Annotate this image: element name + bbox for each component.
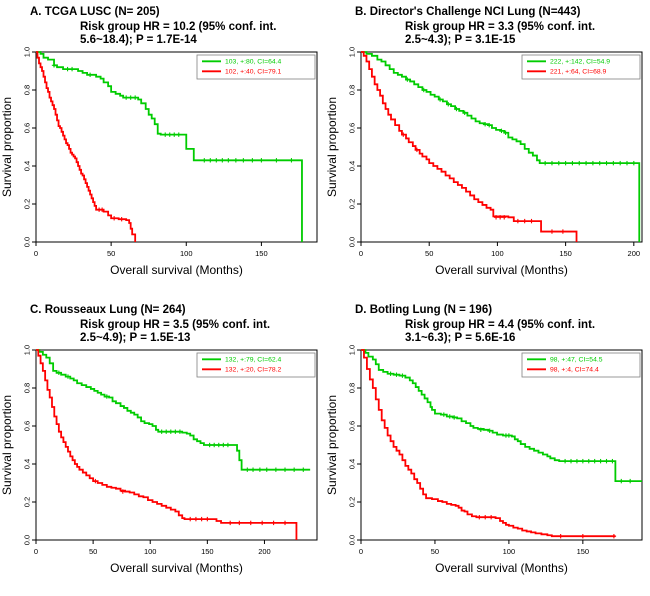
legend-label: 102, +:40, CI=79.1 bbox=[225, 69, 282, 76]
x-tick-label: 0 bbox=[359, 547, 363, 556]
y-tick-label: 0.8 bbox=[348, 383, 357, 393]
x-tick-label: 50 bbox=[89, 547, 97, 556]
y-tick-label: 0.2 bbox=[23, 497, 32, 507]
legend-box bbox=[521, 54, 641, 80]
panel-d-title: D. Botling Lung (N = 196) bbox=[355, 304, 493, 316]
legend-label: 103, +:80, CI=64.4 bbox=[225, 59, 282, 66]
panel-d-subtitle-line2: 3.1~6.3); P = 5.6E-16 bbox=[405, 332, 516, 344]
high-risk-curve bbox=[36, 51, 137, 242]
plot-box bbox=[360, 349, 643, 541]
y-tick-label: 0.4 bbox=[348, 161, 357, 171]
y-axis-label: Survival proportion bbox=[0, 97, 14, 197]
panel-a-subtitle-line1: Risk group HR = 10.2 (95% conf. int. bbox=[80, 21, 277, 33]
x-tick-label: 0 bbox=[34, 249, 38, 258]
low-risk-curve bbox=[36, 51, 303, 242]
y-tick-label: 0.0 bbox=[23, 237, 32, 247]
y-tick-label: 1.0 bbox=[348, 47, 357, 57]
x-tick-label: 150 bbox=[201, 547, 214, 556]
y-tick-label: 0.6 bbox=[23, 421, 32, 431]
y-tick-label: 1.0 bbox=[23, 47, 32, 57]
plot-box bbox=[360, 51, 643, 243]
panel-d: D. Botling Lung (N = 196) Risk group HR … bbox=[325, 298, 650, 596]
x-tick-label: 150 bbox=[255, 249, 268, 258]
x-tick-label: 200 bbox=[628, 249, 641, 258]
x-tick-label: 50 bbox=[425, 249, 433, 258]
y-tick-label: 0.2 bbox=[348, 199, 357, 209]
x-axis-label: Overall survival (Months) bbox=[110, 263, 243, 277]
panel-a: A. TCGA LUSC (N= 205) Risk group HR = 10… bbox=[0, 0, 325, 298]
panel-a-subtitle: Risk group HR = 10.2 (95% conf. int. 5.6… bbox=[80, 21, 325, 47]
legend-box bbox=[196, 352, 316, 378]
y-tick-label: 0.8 bbox=[23, 85, 32, 95]
panel-b-title: B. Director's Challenge NCI Lung (N=443) bbox=[355, 6, 581, 18]
y-tick-label: 1.0 bbox=[23, 345, 32, 355]
legend-label: 222, +:142, CI=54.9 bbox=[550, 59, 610, 66]
x-tick-label: 100 bbox=[144, 547, 157, 556]
legend-label: 221, +:64, CI=68.9 bbox=[550, 69, 607, 76]
y-axis-label: Survival proportion bbox=[0, 395, 14, 495]
legend-label: 132, +:20, CI=78.2 bbox=[225, 367, 282, 374]
high-risk-curve bbox=[361, 51, 578, 242]
x-axis-label: Overall survival (Months) bbox=[110, 561, 243, 575]
y-axis-label: Survival proportion bbox=[325, 395, 339, 495]
low-risk-curve bbox=[36, 349, 311, 471]
y-tick-label: 1.0 bbox=[348, 345, 357, 355]
x-tick-label: 0 bbox=[359, 249, 363, 258]
legend-label: 98, +:47, CI=54.5 bbox=[550, 357, 603, 364]
y-tick-label: 0.6 bbox=[23, 123, 32, 133]
x-tick-label: 150 bbox=[559, 249, 572, 258]
x-tick-label: 50 bbox=[431, 547, 439, 556]
panel-b-subtitle-line1: Risk group HR = 3.3 (95% conf. int. bbox=[405, 21, 596, 33]
panel-c-subtitle: Risk group HR = 3.5 (95% conf. int. 2.5~… bbox=[80, 319, 325, 345]
km-plot-a: 0 50 100 150 0.0 0.2 0.4 0.6 0.8 1.0 Overall survi… bbox=[0, 47, 318, 277]
km-plot-d: 0 50 100 150 0.0 0.2 0.4 0.6 0.8 1.0 Overall survi… bbox=[325, 345, 643, 575]
y-tick-label: 0.0 bbox=[348, 535, 357, 545]
x-tick-label: 0 bbox=[34, 547, 38, 556]
y-tick-label: 0.4 bbox=[23, 459, 32, 469]
panel-c-title: C. Rousseaux Lung (N= 264) bbox=[30, 304, 186, 316]
y-tick-label: 0.2 bbox=[23, 199, 32, 209]
high-risk-curve bbox=[361, 349, 616, 538]
panel-c-subtitle-line1: Risk group HR = 3.5 (95% conf. int. bbox=[80, 319, 271, 331]
panel-c: C. Rousseaux Lung (N= 264) Risk group HR… bbox=[0, 298, 325, 596]
plot-box bbox=[35, 349, 318, 541]
legend-box bbox=[521, 352, 641, 378]
legend-box bbox=[196, 54, 316, 80]
y-tick-label: 0.8 bbox=[23, 383, 32, 393]
y-tick-label: 0.0 bbox=[23, 535, 32, 545]
panel-a-subtitle-line2: 5.6~18.4); P = 1.7E-14 bbox=[80, 34, 197, 46]
panel-b: B. Director's Challenge NCI Lung (N=443)… bbox=[325, 0, 650, 298]
x-axis-label: Overall survival (Months) bbox=[435, 561, 568, 575]
high-risk-curve bbox=[36, 349, 298, 540]
low-risk-curve bbox=[361, 51, 641, 242]
legend-label: 98, +:4, CI=74.4 bbox=[550, 367, 599, 374]
y-tick-label: 0.4 bbox=[23, 161, 32, 171]
x-tick-label: 150 bbox=[577, 547, 590, 556]
km-plot-c: 0 50 100 150 200 0.0 0.2 0.4 0.6 0.8 1.0 Overall su… bbox=[0, 345, 318, 575]
panel-c-subtitle-line2: 2.5~4.9); P = 1.5E-13 bbox=[80, 332, 191, 344]
y-tick-label: 0.0 bbox=[348, 237, 357, 247]
x-tick-label: 200 bbox=[258, 547, 271, 556]
y-axis-label: Survival proportion bbox=[325, 97, 339, 197]
plot-box bbox=[35, 51, 318, 243]
km-plot-b: 0 50 100 150 200 0.0 0.2 0.4 0.6 0.8 1.0 Overall su… bbox=[325, 47, 643, 277]
x-tick-label: 50 bbox=[107, 249, 115, 258]
y-tick-label: 0.6 bbox=[348, 421, 357, 431]
panel-b-subtitle-line2: 2.5~4.3); P = 3.1E-15 bbox=[405, 34, 516, 46]
legend-label: 132, +:79, CI=62.4 bbox=[225, 357, 282, 364]
x-tick-label: 100 bbox=[503, 547, 516, 556]
panel-a-title: A. TCGA LUSC (N= 205) bbox=[30, 6, 160, 18]
y-tick-label: 0.6 bbox=[348, 123, 357, 133]
panel-d-subtitle: Risk group HR = 4.4 (95% conf. int. 3.1~… bbox=[405, 319, 650, 345]
y-tick-label: 0.8 bbox=[348, 85, 357, 95]
y-tick-label: 0.4 bbox=[348, 459, 357, 469]
x-tick-label: 100 bbox=[180, 249, 193, 258]
x-axis-label: Overall survival (Months) bbox=[435, 263, 568, 277]
x-tick-label: 100 bbox=[491, 249, 504, 258]
panel-d-subtitle-line1: Risk group HR = 4.4 (95% conf. int. bbox=[405, 319, 596, 331]
y-tick-label: 0.2 bbox=[348, 497, 357, 507]
panel-b-subtitle: Risk group HR = 3.3 (95% conf. int. 2.5~… bbox=[405, 21, 650, 47]
